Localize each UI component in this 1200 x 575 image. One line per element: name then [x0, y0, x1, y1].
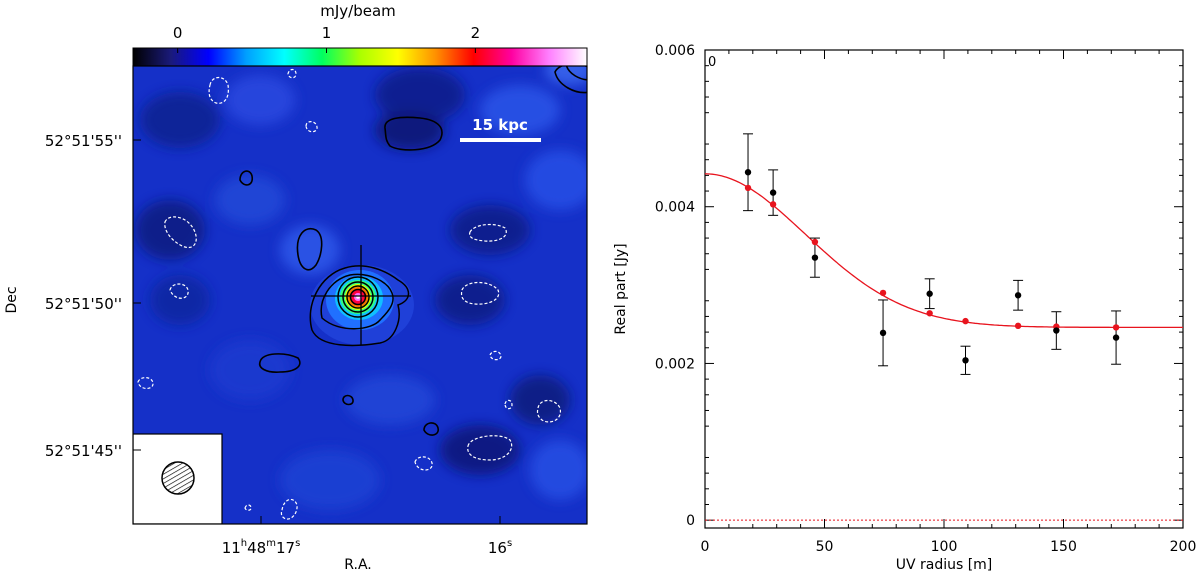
source-contours — [309, 265, 410, 347]
model-point-3 — [879, 289, 887, 297]
map-noise — [135, 66, 587, 510]
plot-ticks — [704, 49, 1184, 528]
data-point-1 — [769, 189, 777, 196]
x-tick-label-0: 0 — [701, 539, 710, 555]
map-frame — [132, 65, 588, 525]
map-ylabel: Dec — [4, 286, 20, 313]
crosshair — [311, 245, 411, 345]
colorbar-tick-label-0: 0 — [173, 24, 183, 42]
x-tick-label-2: 100 — [931, 539, 958, 555]
data-point-6 — [1014, 292, 1022, 299]
scale-bar-label: 15 kpc — [472, 116, 528, 134]
model-point-8 — [1112, 324, 1120, 331]
model-point-6 — [1014, 322, 1022, 330]
map-ticks — [133, 139, 501, 524]
model-point-4 — [926, 310, 933, 317]
x-tick-label-4: 200 — [1170, 539, 1197, 555]
data-point-0 — [744, 169, 752, 176]
data-point-8 — [1112, 334, 1120, 341]
model-point-2 — [811, 238, 819, 246]
colorbar-label: mJy/beam — [320, 2, 396, 20]
data-point-4 — [926, 290, 933, 297]
map-xtick-0: 11h48m17s — [222, 538, 301, 557]
plot-frame — [704, 49, 1184, 529]
model-point-0 — [744, 184, 752, 192]
colorbar-tick-label-2: 2 — [471, 24, 481, 42]
map-xtick-1: 16s — [488, 538, 512, 557]
x-tick-label-3: 150 — [1050, 539, 1077, 555]
x-tick-label-1: 50 — [816, 539, 834, 555]
colorbar-tick-label-1: 1 — [322, 24, 332, 42]
map-xlabel: R.A. — [344, 557, 371, 573]
scale-bar: 15 kpc — [460, 116, 541, 142]
panel-label: 0 — [708, 55, 716, 70]
y-tick-label-0: 0 — [686, 513, 695, 529]
data-point-3 — [879, 329, 887, 337]
data-point-7 — [1053, 327, 1060, 334]
beam-box — [133, 433, 223, 524]
map-ytick-1: 52°51'50'' — [45, 295, 122, 313]
y-tick-label-1: 0.002 — [655, 356, 695, 372]
colorbar: mJy/beam 0 1 2 — [132, 2, 588, 67]
positive-contours — [239, 66, 587, 436]
y-tick-label-2: 0.004 — [655, 200, 695, 216]
data-point-5 — [962, 357, 969, 364]
model-point-1 — [769, 201, 777, 208]
model-point-5 — [962, 317, 969, 325]
y-tick-label-3: 0.006 — [655, 43, 695, 59]
map-ytick-2: 52°51'45'' — [45, 442, 122, 460]
model-curve — [704, 173, 1183, 329]
plot-ylabel: Real part [Jy] — [613, 243, 629, 334]
negative-contours — [137, 68, 562, 520]
data-point-2 — [811, 254, 819, 261]
uv-plot-panel: 0 50 100 150 200 0 0.002 0.004 0.006 UV radius [… — [613, 43, 1196, 573]
plot-xlabel: UV radius [m] — [896, 557, 993, 573]
beam-ellipse — [161, 461, 195, 495]
map-ytick-0: 52°51'55'' — [45, 132, 122, 150]
map-panel: mJy/beam 0 1 2 — [4, 2, 588, 573]
colorbar-bar — [132, 47, 588, 67]
